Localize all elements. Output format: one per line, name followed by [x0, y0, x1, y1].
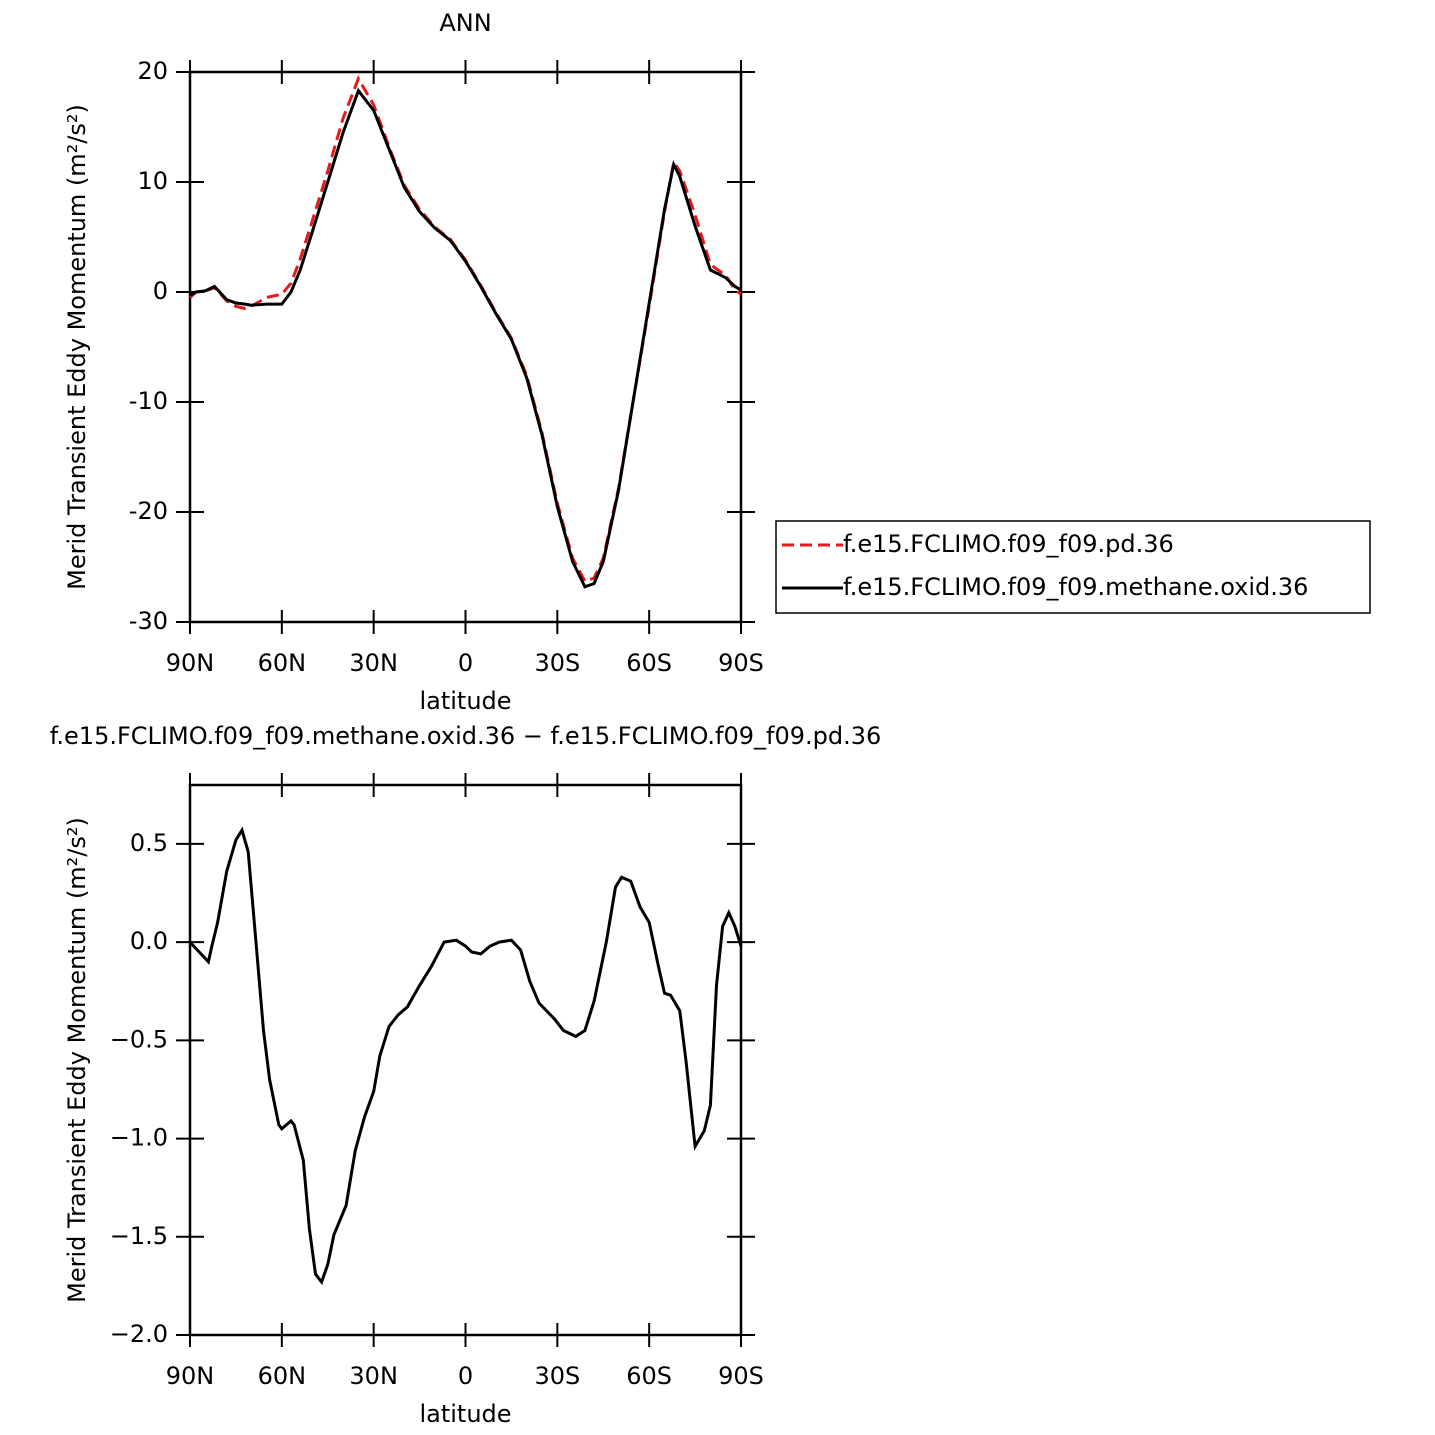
- x-tick-label: 30S: [534, 1362, 580, 1390]
- x-tick-label: 60N: [258, 1362, 307, 1390]
- x-tick-label: 60N: [258, 649, 307, 677]
- series-line: [189, 87, 742, 589]
- y-tick-label: -30: [129, 607, 168, 635]
- x-tick-label: 0: [458, 1362, 473, 1390]
- y-tick-label: -10: [129, 387, 168, 415]
- difference-line: [188, 826, 743, 1286]
- x-tick-label: 30N: [349, 649, 398, 677]
- x-tick-label: 90S: [718, 649, 764, 677]
- x-axis-label: latitude: [419, 687, 511, 715]
- x-tick-label: 0: [458, 649, 473, 677]
- x-tick-label: 60S: [626, 1362, 672, 1390]
- x-tick-label: 90N: [166, 1362, 215, 1390]
- plot-frame: [188, 70, 743, 624]
- y-tick-label: 0.0: [130, 927, 168, 955]
- y-tick-label: −1.0: [110, 1124, 168, 1152]
- x-axis-label: latitude: [419, 1400, 511, 1428]
- chart-title: f.e15.FCLIMO.f09_f09.methane.oxid.36 − f…: [50, 722, 882, 750]
- x-tick-label: 30N: [349, 1362, 398, 1390]
- y-axis-label: Merid Transient Eddy Momentum (m²/s²): [63, 817, 91, 1303]
- legend-box: [775, 520, 1371, 614]
- y-tick-label: −1.5: [110, 1222, 168, 1250]
- y-tick-label: -20: [129, 497, 168, 525]
- chart-title: ANN: [439, 9, 491, 37]
- x-tick-label: 60S: [626, 649, 672, 677]
- x-tick-label: 90N: [166, 649, 215, 677]
- y-tick-label: −0.5: [110, 1025, 168, 1053]
- y-tick-label: 10: [137, 167, 168, 195]
- x-tick-label: 90S: [718, 1362, 764, 1390]
- y-tick-label: 0.5: [130, 829, 168, 857]
- y-tick-label: 0: [153, 277, 168, 305]
- y-axis-label: Merid Transient Eddy Momentum (m²/s²): [63, 104, 91, 590]
- x-tick-label: 30S: [534, 649, 580, 677]
- legend-label: f.e15.FCLIMO.f09_f09.pd.36: [843, 530, 1174, 558]
- y-tick-label: 20: [137, 57, 168, 85]
- legend-label: f.e15.FCLIMO.f09_f09.methane.oxid.36: [843, 573, 1308, 601]
- y-tick-label: −2.0: [110, 1320, 168, 1348]
- plot-frame: [188, 783, 743, 1337]
- series-line: [188, 75, 742, 584]
